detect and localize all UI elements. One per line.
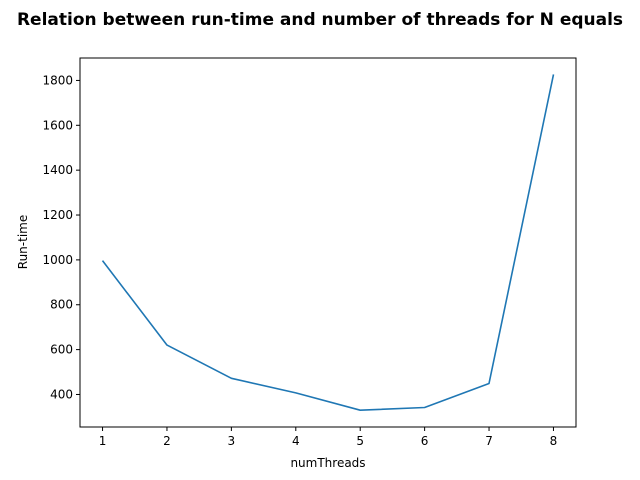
x-tick-label: 7 <box>485 434 493 448</box>
y-tick-label: 1600 <box>42 118 73 132</box>
x-tick-label: 3 <box>228 434 236 448</box>
x-tick-label: 8 <box>550 434 558 448</box>
y-axis-label: Run-time <box>16 215 30 269</box>
y-tick-label: 1400 <box>42 163 73 177</box>
y-tick-label: 400 <box>50 387 73 401</box>
y-axis: 400 600 800 1000 1200 1400 1600 1800 <box>42 73 80 401</box>
x-axis-label: numThreads <box>290 456 365 470</box>
x-tick-label: 4 <box>292 434 300 448</box>
chart-title: Relation between run-time and number of … <box>17 10 623 30</box>
y-tick-label: 1000 <box>42 253 73 267</box>
x-tick-label: 5 <box>356 434 364 448</box>
y-tick-label: 1200 <box>42 208 73 222</box>
y-tick-label: 600 <box>50 343 73 357</box>
series-layer <box>101 74 555 412</box>
x-tick-label: 2 <box>163 434 171 448</box>
x-tick-label: 6 <box>421 434 429 448</box>
x-tick-label: 1 <box>99 434 107 448</box>
y-tick-label: 1800 <box>42 73 73 87</box>
plot-frame <box>79 57 577 428</box>
y-tick-label: 800 <box>50 298 73 312</box>
series-line <box>101 74 555 412</box>
x-axis: 1 2 3 4 5 6 7 8 <box>99 427 558 448</box>
